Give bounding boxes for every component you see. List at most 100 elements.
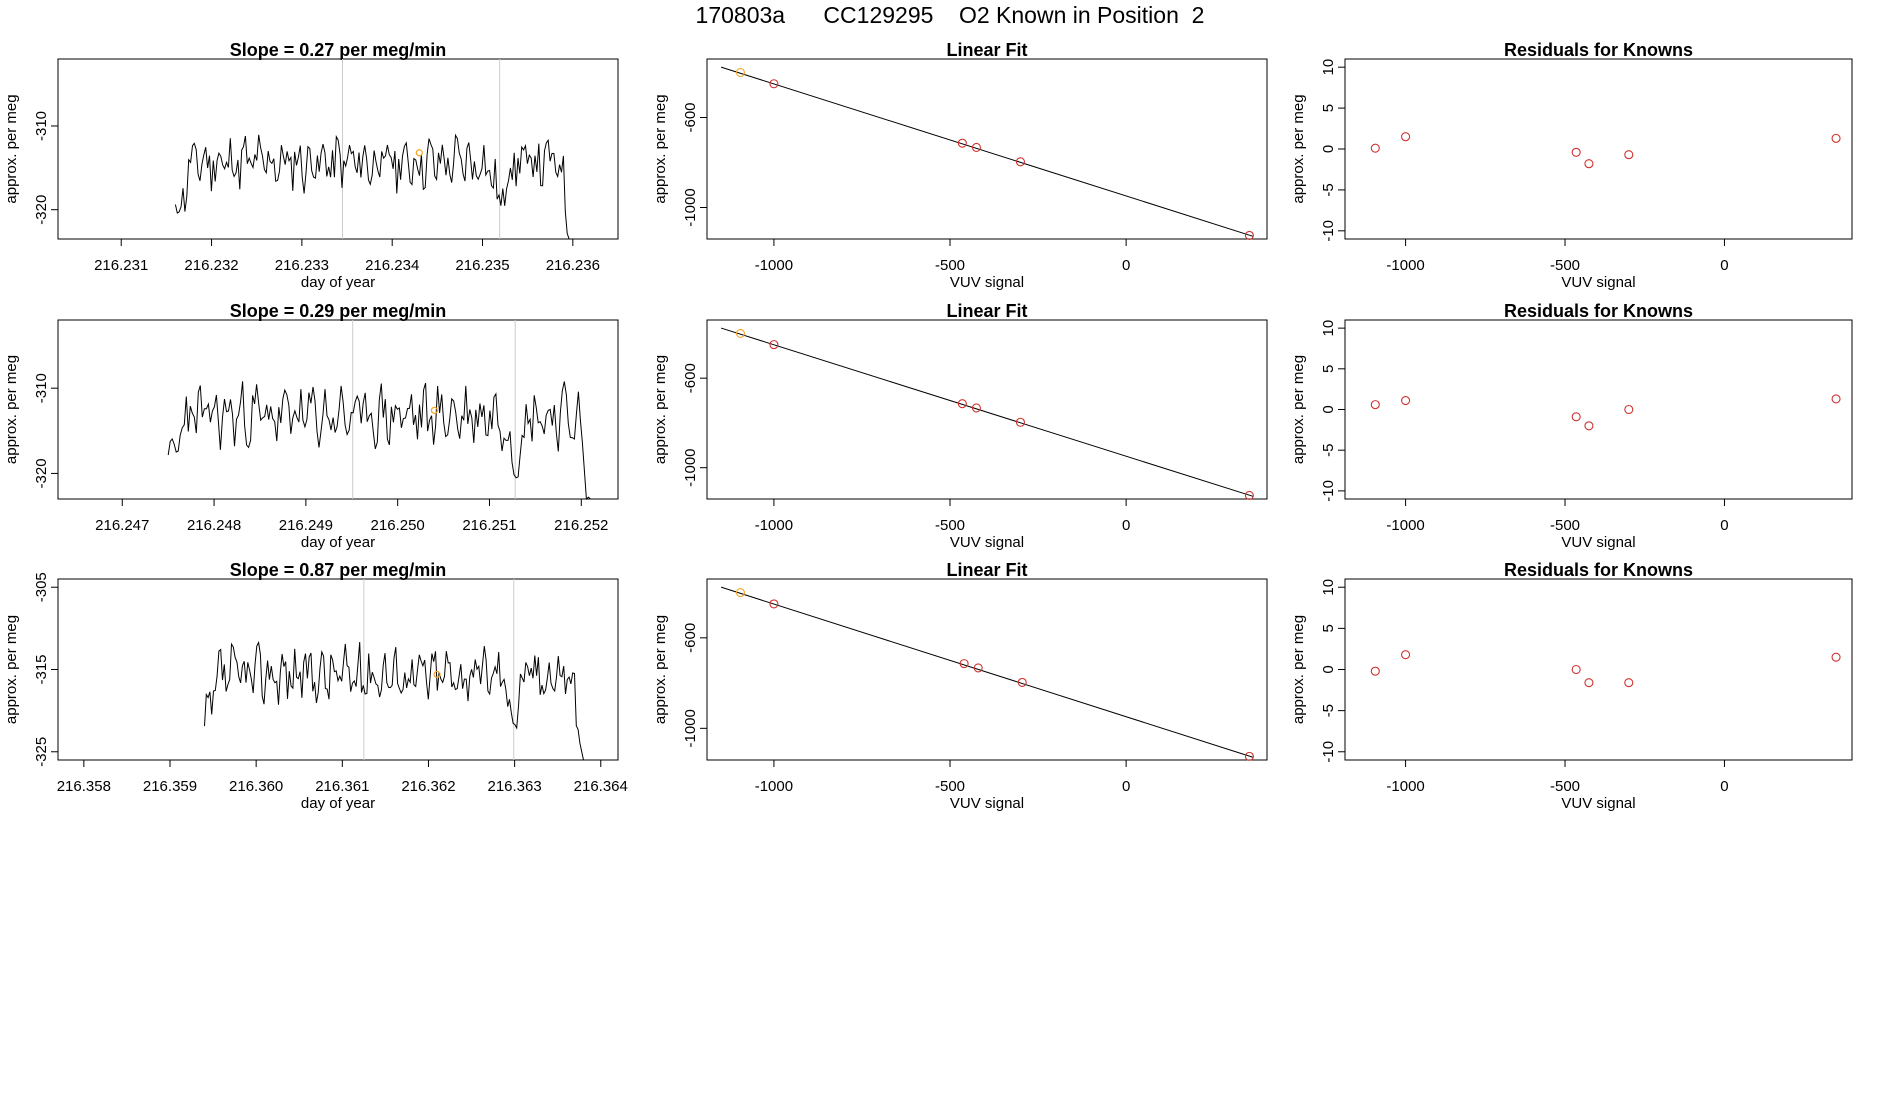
r1-residuals-ylabel: approx. per meg <box>1290 94 1307 203</box>
r1-timeseries-xtick-label: 216.235 <box>455 257 509 274</box>
r2-residuals-ytick-label: 5 <box>1320 365 1337 373</box>
r2-residuals-xlabel: VUV signal <box>1561 534 1635 551</box>
page-title: 170803a CC129295 O2 Known in Position 2 <box>695 2 1205 28</box>
r1-timeseries-xtick-label: 216.236 <box>546 257 600 274</box>
r1-fit-data-point <box>971 142 981 152</box>
r2-residuals-xtick-label: -1000 <box>1386 517 1424 534</box>
r3-timeseries-ytick-label: -315 <box>33 654 50 684</box>
r3-residuals-data-point <box>1624 678 1634 688</box>
r2-timeseries-series-line <box>167 381 591 501</box>
r2-timeseries-xtick-label: 216.251 <box>462 517 516 534</box>
r3-residuals-ytick-label: 5 <box>1320 624 1337 632</box>
r1-residuals-ytick-label: 0 <box>1320 145 1337 153</box>
r1-timeseries-xtick-label: 216.233 <box>275 257 329 274</box>
r2-fit-frame <box>706 319 1268 500</box>
r2-fit-title: Linear Fit <box>946 301 1027 321</box>
r1-residuals-ytick-label: 10 <box>1320 59 1337 76</box>
r3-fit-data-point <box>1017 677 1027 687</box>
r2-timeseries-frame <box>57 319 619 500</box>
r3-residuals-title: Residuals for Knowns <box>1504 560 1693 580</box>
r3-residuals-ytick-label: -10 <box>1320 741 1337 763</box>
r1-timeseries-ylabel: approx. per meg <box>3 94 20 203</box>
r2-timeseries-ylabel: approx. per meg <box>3 355 20 464</box>
r2-residuals-ytick-label: -5 <box>1320 444 1337 457</box>
r2-residuals-data-point <box>1401 395 1411 406</box>
r3-timeseries-xtick-label: 216.363 <box>487 778 541 795</box>
r3-residuals-ytick-label: 0 <box>1320 665 1337 673</box>
r2-residuals-frame <box>1344 319 1853 500</box>
r3-fit-data-point <box>735 588 746 598</box>
r3-timeseries-xtick-label: 216.360 <box>229 778 283 795</box>
r1-timeseries-frame <box>57 58 619 240</box>
r3-residuals-frame <box>1344 578 1853 761</box>
r3-residuals-xtick-label: -1000 <box>1386 778 1424 795</box>
r3-residuals-data-point <box>1831 652 1841 662</box>
r3-fit-fit-line <box>720 586 1254 758</box>
r1-residuals-frame <box>1344 58 1853 240</box>
r1-residuals-data-point <box>1571 147 1581 157</box>
r1-timeseries-xtick-label: 216.232 <box>184 257 238 274</box>
r2-residuals-ytick-label: 0 <box>1320 405 1337 413</box>
r1-residuals-xtick-label: -500 <box>1550 257 1580 274</box>
r3-timeseries-ylabel: approx. per meg <box>3 615 20 724</box>
r3-timeseries-xlabel: day of year <box>301 795 375 812</box>
r2-fit-ylabel: approx. per meg <box>652 355 669 464</box>
r3-timeseries-series-line <box>204 640 584 761</box>
r2-timeseries-xtick-label: 216.252 <box>554 517 608 534</box>
r3-residuals-xtick-label: -500 <box>1550 778 1580 795</box>
r1-timeseries-xlabel: day of year <box>301 274 375 291</box>
r3-timeseries-title: Slope = 0.87 per meg/min <box>230 560 447 580</box>
r2-timeseries-title: Slope = 0.29 per meg/min <box>230 301 447 321</box>
r3-residuals-data-point <box>1584 678 1594 688</box>
r1-timeseries-title: Slope = 0.27 per meg/min <box>230 40 447 60</box>
r3-timeseries-xtick-label: 216.362 <box>401 778 455 795</box>
r2-residuals-xtick-label: -500 <box>1550 517 1580 534</box>
r2-fit-xtick-label: 0 <box>1122 517 1130 534</box>
r1-fit-title: Linear Fit <box>946 40 1027 60</box>
r1-timeseries-ytick-label: -320 <box>33 195 50 225</box>
r1-residuals-ytick-label: -5 <box>1320 183 1337 196</box>
r3-fit-xtick-label: -1000 <box>755 778 793 795</box>
r1-fit-data-point <box>735 67 746 78</box>
r3-fit-data-point <box>973 663 983 673</box>
r2-fit-xtick-label: -500 <box>935 517 965 534</box>
r1-residuals-xtick-label: 0 <box>1720 257 1728 274</box>
r1-fit-data-point <box>769 79 779 89</box>
r1-residuals-data-point <box>1370 143 1380 153</box>
r2-timeseries-xtick-label: 216.247 <box>95 517 149 534</box>
r1-residuals-ytick-label: -10 <box>1320 220 1337 242</box>
r2-fit-data-point <box>1015 417 1026 427</box>
r2-residuals-title: Residuals for Knowns <box>1504 301 1693 321</box>
r1-residuals-data-point <box>1831 133 1841 143</box>
r2-residuals-data-point <box>1831 394 1841 404</box>
r1-timeseries-series-line <box>174 133 573 240</box>
r1-residuals-data-point <box>1584 159 1594 169</box>
r3-fit-frame <box>706 578 1268 761</box>
r2-fit-data-point <box>769 340 779 350</box>
r3-fit-xtick-label: -500 <box>935 778 965 795</box>
r3-timeseries-ytick-label: -305 <box>33 572 50 602</box>
r3-residuals-ytick-label: -5 <box>1320 704 1337 717</box>
r3-timeseries-xtick-label: 216.361 <box>315 778 369 795</box>
r3-timeseries-xtick-label: 216.364 <box>574 778 628 795</box>
r1-residuals-data-point <box>1401 132 1411 142</box>
r2-fit-xtick-label: -1000 <box>755 517 793 534</box>
r2-timeseries-ytick-label: -320 <box>33 458 50 488</box>
r3-residuals-ytick-label: 10 <box>1320 579 1337 596</box>
r1-residuals-title: Residuals for Knowns <box>1504 40 1693 60</box>
r3-fit-title: Linear Fit <box>946 560 1027 580</box>
r2-fit-ytick-label: -1000 <box>682 448 699 486</box>
r1-fit-xtick-label: 0 <box>1122 257 1130 274</box>
r2-residuals-data-point <box>1370 400 1380 410</box>
r1-fit-ytick-label: -1000 <box>682 188 699 226</box>
r3-fit-data-point <box>959 659 969 669</box>
r3-fit-ytick-label: -1000 <box>682 709 699 747</box>
r3-fit-xtick-label: 0 <box>1122 778 1130 795</box>
r1-fit-xtick-label: -500 <box>935 257 965 274</box>
r2-residuals-ytick-label: -10 <box>1320 480 1337 502</box>
r2-timeseries-xtick-label: 216.248 <box>187 517 241 534</box>
r1-fit-data-point <box>957 138 967 148</box>
r2-fit-fit-line <box>720 327 1254 497</box>
r1-residuals-data-point <box>1624 150 1634 160</box>
r3-timeseries-highlight-point <box>433 670 441 679</box>
